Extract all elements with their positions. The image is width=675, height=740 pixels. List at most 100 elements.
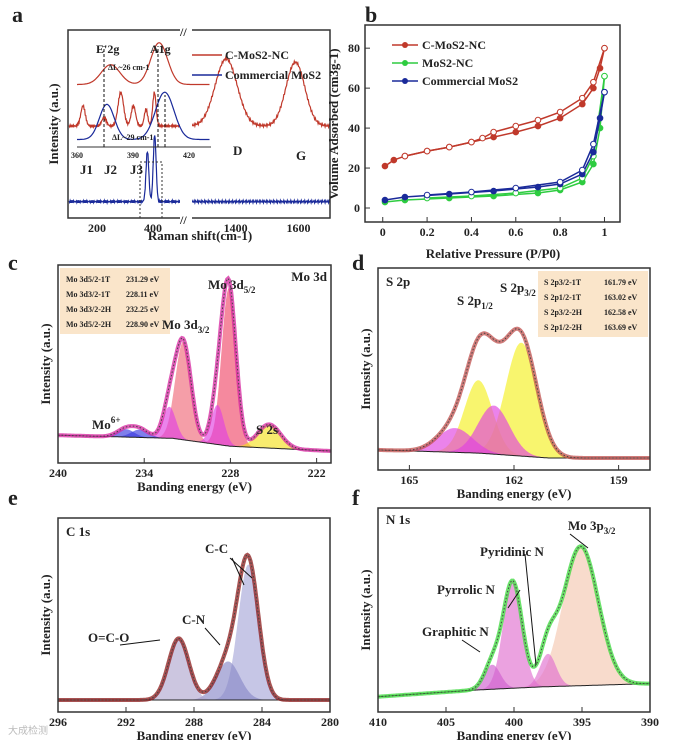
panel-letter-b: b [365, 2, 377, 27]
fit-envelope-e [58, 552, 330, 702]
watermark: 大成检测 [8, 726, 48, 737]
panel-letter-d: d [352, 250, 364, 275]
label-main: O=C-O [88, 630, 129, 645]
peak-table-value: 228.11 eV [126, 290, 159, 299]
isotherm-point [590, 160, 597, 168]
isotherm-point [512, 128, 520, 136]
peak-label: Pyridinic N [480, 544, 545, 559]
annotation-arrow [524, 553, 537, 666]
isotherm-point [390, 156, 398, 164]
peak-label: Pyrrolic N [437, 582, 495, 597]
y-axis-label: Intensity (a.u.) [38, 574, 53, 655]
isotherm-point [401, 152, 409, 160]
panel-title: N 1s [386, 512, 410, 527]
isotherm-point [381, 196, 389, 204]
isotherm-point [579, 94, 586, 102]
y-axis-label: Intensity (a.u.) [358, 328, 373, 409]
panel-letter-c: c [8, 250, 18, 275]
inset-peak-label: A1g [150, 42, 171, 56]
annotation-arrow [569, 533, 589, 549]
isotherm-point [423, 191, 431, 199]
y-axis-label: Volume Adsorbed (cm3g-1) [326, 48, 341, 199]
peak-label: S 2s [256, 422, 278, 437]
label-main: Mo [92, 417, 111, 432]
peak-table-label: S 2p3/2-2H [544, 308, 583, 317]
x-tick-label: 284 [253, 715, 271, 729]
peak-label: J3 [130, 162, 144, 177]
x-tick-label: 0.8 [553, 225, 568, 239]
peak-table-value: 232.25 eV [126, 305, 160, 314]
x-axis-label: Banding energy (eV) [457, 486, 572, 501]
inset-note: ΔL~26 cm-1 [108, 63, 149, 72]
peak-label: O=C-O [88, 630, 129, 645]
isotherm-point [381, 162, 389, 170]
x-tick-label: 222 [308, 466, 326, 480]
isotherm-point [423, 147, 431, 155]
isotherm-desorption-1 [427, 75, 606, 199]
x-tick-label: 400 [505, 715, 523, 729]
y-tick-label: 0 [354, 201, 360, 215]
x-tick-label: 0.6 [508, 225, 523, 239]
peak-label: Mo 3d5/2 [208, 277, 256, 295]
isotherm-point [590, 140, 597, 148]
x-axis-label: Banding energy (eV) [137, 479, 252, 494]
peak-table-bg [60, 268, 170, 334]
fit-component-e-2 [58, 638, 330, 700]
label-main: Mo 3d [208, 277, 245, 292]
inset-tick-label: 390 [127, 151, 139, 160]
isotherm-point [512, 184, 520, 192]
fit-component-c-6 [58, 424, 331, 451]
fit-component-c-4 [58, 429, 331, 451]
peak-table-label: S 2p1/2-1T [544, 293, 582, 302]
peak-label: J2 [104, 162, 117, 177]
peak-label: Mo6+ [92, 415, 121, 432]
peak-label: C-C [205, 541, 228, 556]
panel-letter-e: e [8, 485, 18, 510]
isotherm-point [401, 193, 409, 201]
x-axis-label: Banding energy (eV) [457, 728, 572, 740]
peak-table-value: 228.90 eV [126, 320, 160, 329]
legend-label: Commercial MoS2 [422, 74, 518, 88]
isotherm-point [601, 44, 608, 52]
fit-component-f-0 [378, 546, 650, 697]
fit-component-e-0 [58, 564, 330, 700]
plot-frame-b [364, 24, 621, 223]
y-tick-label: 40 [348, 121, 360, 135]
x-tick-label: 280 [321, 715, 339, 729]
isotherm-point [556, 178, 564, 186]
inset-tick-label: 360 [71, 151, 83, 160]
x-tick-label: 405 [437, 715, 455, 729]
panel-title: C 1s [66, 524, 90, 539]
legend-label: Commercial MoS2 [225, 68, 321, 82]
peak-table-label: Mo 3d5/2-1T [66, 275, 111, 284]
peak-table-value: 163.69 eV [604, 323, 638, 332]
peak-table-value: 163.02 eV [604, 293, 638, 302]
isotherm-point [556, 108, 564, 116]
inset-series-1 [77, 91, 210, 141]
label-main: Mo 3d [162, 317, 199, 332]
isotherm-point [590, 78, 597, 86]
isotherm-adsorption-0 [384, 48, 606, 167]
isotherm-point [601, 72, 608, 80]
inset-tick-label: 420 [183, 151, 195, 160]
x-tick-label: 296 [49, 715, 67, 729]
label-sup: 6+ [111, 415, 121, 425]
fit-component-f-2 [378, 581, 650, 697]
peak-label: Graphitic N [422, 624, 489, 639]
x-tick-label: 162 [505, 473, 523, 487]
raw-data-d [378, 328, 650, 459]
plot-frame-c [57, 264, 332, 464]
peak-label: S 2p1/2 [457, 293, 493, 311]
y-axis-label: Intensity (a.u.) [46, 83, 61, 164]
label-main: C-N [182, 612, 206, 627]
peak-label: J1 [80, 162, 93, 177]
y-axis-label: Intensity (a.u.) [358, 569, 373, 650]
label-main: S 2p [457, 293, 481, 308]
peak-table-value: 231.29 eV [126, 275, 160, 284]
x-tick-label: 1 [601, 225, 607, 239]
isotherm-point [579, 166, 586, 174]
peak-label: Mo 3p3/2 [568, 518, 616, 536]
peak-table-label: Mo 3d5/2-2H [66, 320, 112, 329]
x-tick-label: 288 [185, 715, 203, 729]
